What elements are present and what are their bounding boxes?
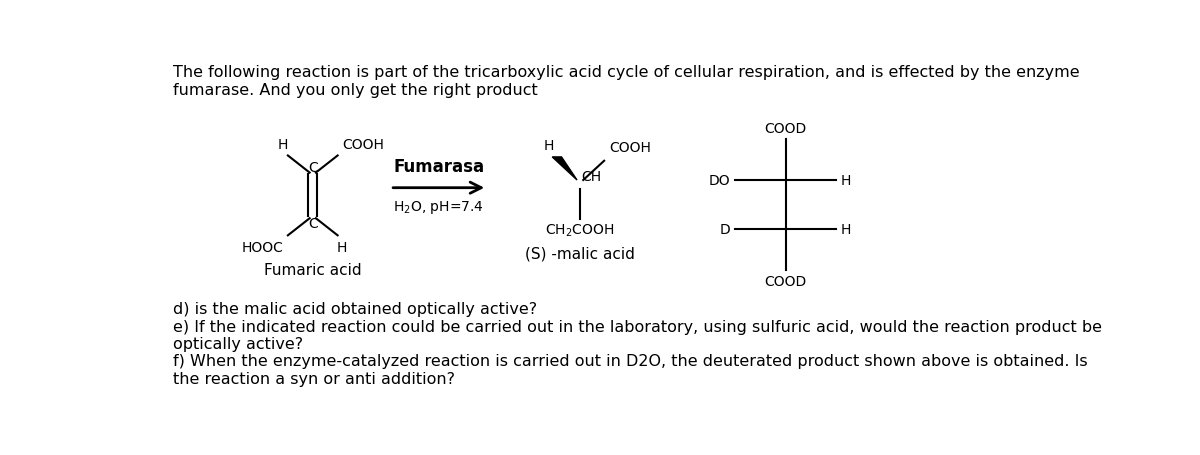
Text: Fumarasa: Fumarasa xyxy=(394,158,485,176)
Text: COOH: COOH xyxy=(342,137,384,152)
Text: H: H xyxy=(544,139,553,153)
Text: (S) -malic acid: (S) -malic acid xyxy=(526,246,635,261)
Text: HOOC: HOOC xyxy=(241,240,283,254)
Text: COOD: COOD xyxy=(764,122,806,136)
Text: H: H xyxy=(277,137,288,152)
Text: H: H xyxy=(840,174,851,187)
Text: H$_2$O, pH=7.4: H$_2$O, pH=7.4 xyxy=(394,199,484,216)
Text: COOD: COOD xyxy=(764,274,806,288)
Text: d) is the malic acid obtained optically active?
e) If the indicated reaction cou: d) is the malic acid obtained optically … xyxy=(173,302,1103,386)
Text: The following reaction is part of the tricarboxylic acid cycle of cellular respi: The following reaction is part of the tr… xyxy=(173,65,1080,97)
Text: C: C xyxy=(308,161,318,175)
Text: Fumaric acid: Fumaric acid xyxy=(264,262,361,277)
Text: CH$_2$COOH: CH$_2$COOH xyxy=(546,222,614,238)
Text: COOH: COOH xyxy=(608,141,650,155)
Text: DO: DO xyxy=(709,174,731,187)
Text: H: H xyxy=(337,240,348,254)
Text: H: H xyxy=(840,223,851,237)
Text: D: D xyxy=(720,223,731,237)
Polygon shape xyxy=(552,157,577,181)
Text: CH: CH xyxy=(582,170,601,184)
Text: C: C xyxy=(308,217,318,231)
